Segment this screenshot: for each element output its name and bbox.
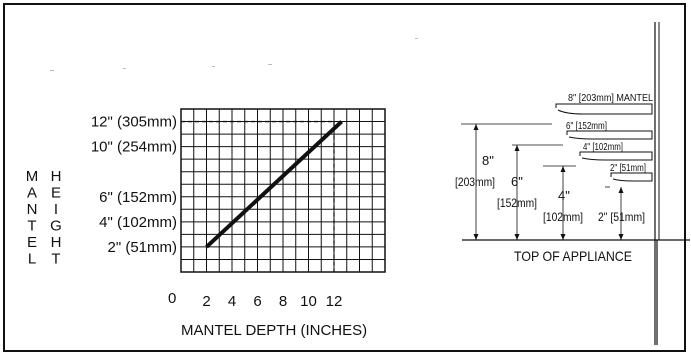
dim4-mm: [102mm] (543, 210, 583, 224)
y-label-letter: G (50, 218, 62, 235)
origin-label: 0 (168, 290, 176, 307)
mantel-chart: 0 2 4 6 8 10 12 2" (51mm) 4" (102mm) 6" (152mm)… (26, 108, 386, 339)
y-label-letter: E (27, 234, 37, 251)
y-label-letter: H (51, 234, 62, 251)
y-label-letter: E (51, 185, 61, 202)
dim-arrows (473, 124, 624, 240)
series-line-0 (205, 120, 344, 249)
y-label-letter: M (26, 168, 39, 185)
y-label-letter: A (27, 185, 37, 202)
mantel-2in (610, 172, 653, 182)
x-axis-title: MANTEL DEPTH (INCHES) (181, 322, 367, 339)
top-of-appliance-label: TOP OF APPLIANCE (514, 248, 632, 264)
label-mantel-4in: 4" [102mm] (583, 142, 623, 153)
y-tick-labels: 2" (51mm) 4" (102mm) 6" (152mm) 10" (254mm)… (91, 114, 177, 256)
mantel-4in (579, 151, 653, 161)
y-label-letter: I (54, 201, 58, 218)
x-tick-labels: 2 4 6 8 10 12 (202, 293, 342, 310)
label-8in-mantel: 8" [203mm] MANTEL (568, 93, 653, 104)
y-tick-label: 6" (152mm) (99, 189, 177, 206)
y-label-letter: N (27, 201, 38, 218)
y-tick-label: 12" (305mm) (91, 114, 177, 131)
dim4-inch: 4" (558, 188, 570, 203)
y-label-letter: L (28, 251, 36, 268)
mantel-8in (555, 103, 653, 115)
y-label-letter: H (51, 168, 62, 185)
chart-grid (181, 109, 385, 272)
diagram-labels: 8" [203mm] MANTEL 6" [152mm] 4" [102mm] … (455, 93, 653, 264)
x-tick-label: 2 (202, 293, 210, 310)
x-tick-label: 12 (326, 293, 343, 310)
y-label-mantel: MANTEL (26, 168, 39, 268)
label-mantel-2in: 2" [51mm] (610, 163, 646, 174)
figure-frame (3, 3, 686, 352)
y-tick-label: 4" (102mm) (99, 214, 177, 231)
dim8-inch: 8" (482, 153, 494, 168)
dim2-label: 2" [51mm] (598, 210, 645, 224)
mantel-diagram (461, 22, 690, 345)
x-tick-label: 10 (300, 293, 317, 310)
dim8-mm: [203mm] (455, 175, 495, 189)
y-tick-label: 10" (254mm) (91, 139, 177, 156)
dim6-mm: [152mm] (497, 196, 537, 210)
x-tick-label: 8 (279, 293, 287, 310)
x-tick-label: 6 (253, 293, 261, 310)
y-label-letter: T (27, 218, 36, 235)
y-tick-label: 2" (51mm) (108, 239, 178, 256)
y-label-letter: T (51, 251, 60, 268)
reference-lines (181, 120, 335, 272)
dim6-inch: 6" (511, 174, 523, 189)
scan-speckles (50, 38, 418, 71)
label-mantel-6in: 6" [152mm] (566, 121, 607, 132)
mantel-6in (566, 130, 653, 140)
x-tick-label: 4 (228, 293, 236, 310)
data-series (205, 120, 344, 249)
